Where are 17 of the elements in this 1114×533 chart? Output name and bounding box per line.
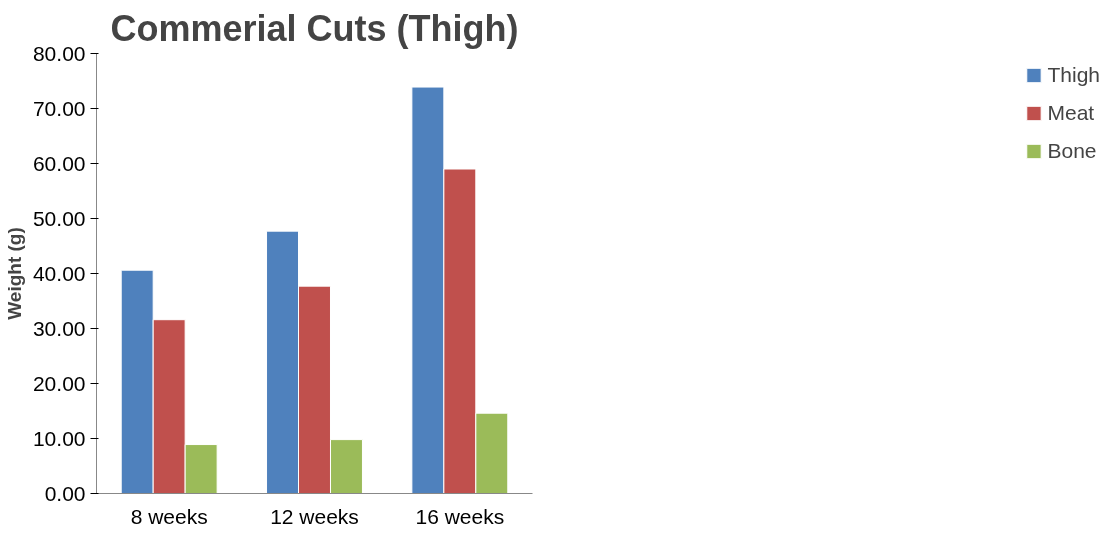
chart-title: Commerial Cuts (Thigh): [110, 7, 519, 49]
x-tick-label: 12 weeks: [270, 504, 359, 528]
y-tick-label: 60.00: [32, 151, 86, 175]
y-tick-label: 40.00: [32, 261, 86, 285]
y-tick-label: 0.00: [44, 481, 86, 505]
x-tick-label: 16 weeks: [415, 504, 505, 528]
y-tick-label: 20.00: [32, 371, 86, 395]
y-axis-title: Weight (g): [3, 227, 25, 320]
y-tick-label: 30.00: [32, 316, 86, 340]
x-tick-label: 8 weeks: [130, 504, 208, 528]
y-tick-label: 70.00: [32, 96, 86, 120]
legend-label: Thigh: [1047, 63, 1100, 87]
y-tick-label: 80.00: [32, 41, 86, 65]
legend-label: Bone: [1047, 139, 1097, 163]
y-tick-label: 50.00: [32, 206, 86, 230]
legend-label: Meat: [1047, 101, 1095, 125]
y-tick-label: 10.00: [32, 426, 86, 450]
